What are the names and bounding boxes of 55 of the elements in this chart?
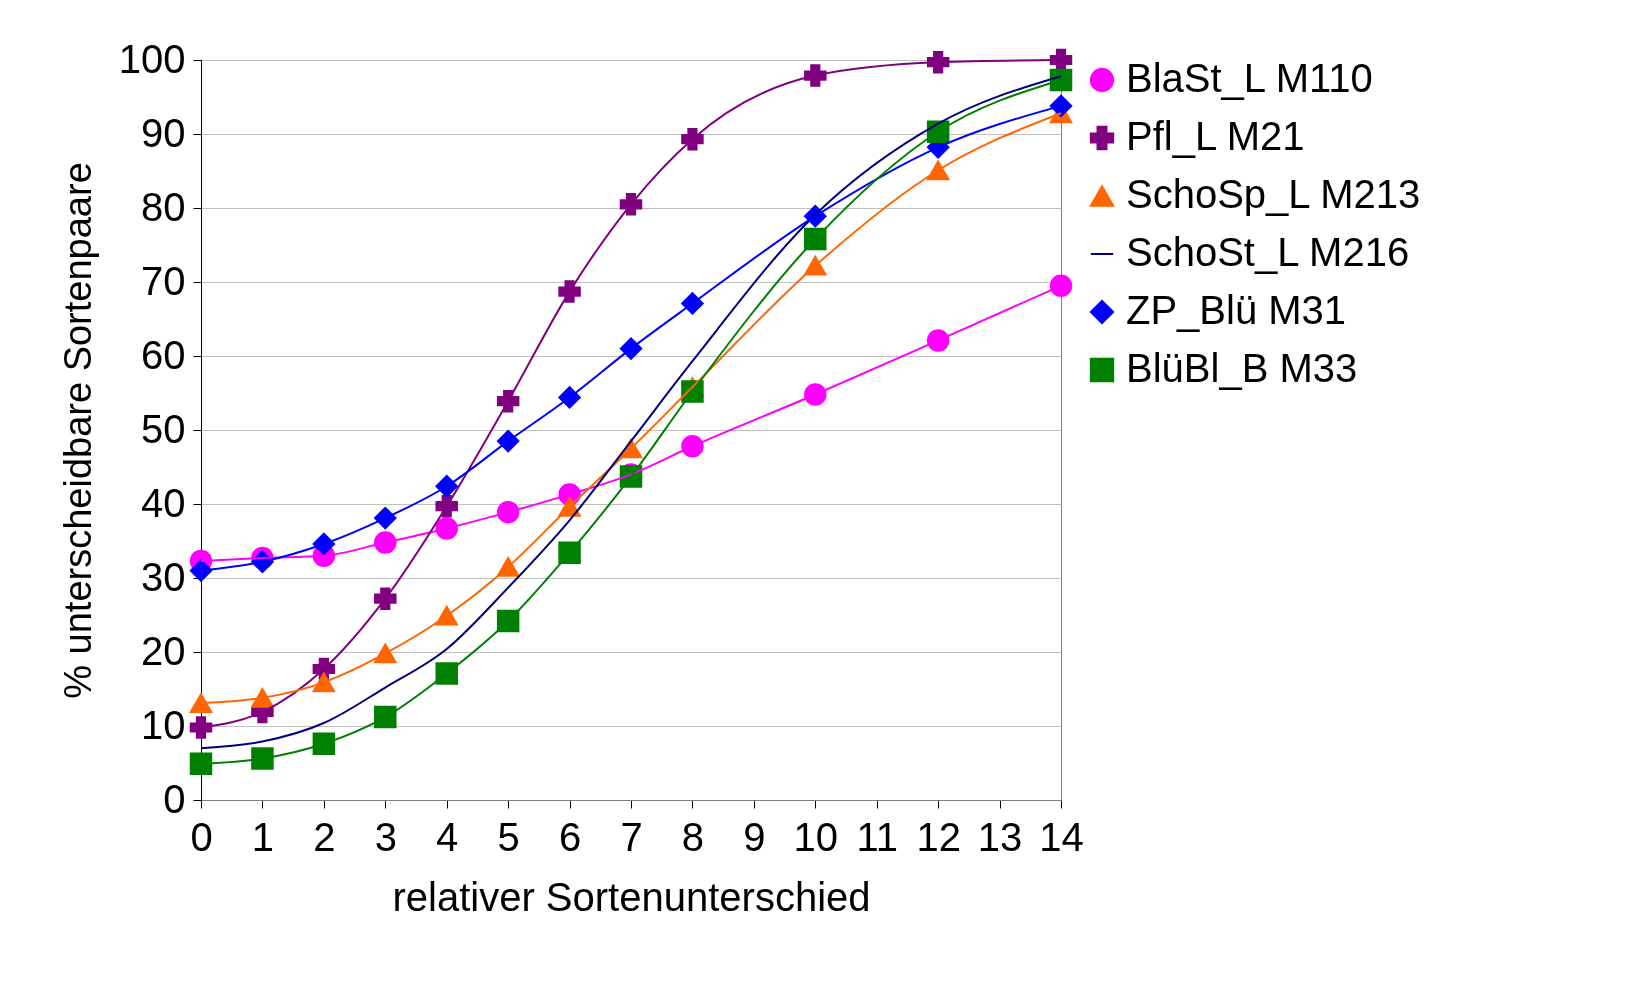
point (435, 662, 458, 685)
legend-label: BlaSt_L M110 (1126, 56, 1373, 100)
legend-label: SchoSp_L M213 (1126, 172, 1421, 216)
x-tick-label: 9 (743, 814, 766, 859)
y-tick-label: 20 (141, 628, 186, 673)
y-tick-label: 0 (163, 776, 186, 821)
point (251, 747, 274, 770)
x-tick-label: 8 (681, 814, 705, 859)
legend-label: ZP_Blü M31 (1126, 288, 1347, 332)
y-tick-label: 30 (141, 554, 186, 599)
y-tick-label: 50 (141, 406, 186, 451)
legend-label: BlüBl_B M33 (1126, 346, 1358, 390)
x-tick-label: 3 (374, 814, 397, 859)
y-axis-title: % unterscheidbare Sortenpaare (56, 162, 99, 699)
point (804, 64, 827, 87)
x-tick-label: 4 (436, 814, 459, 859)
point (619, 193, 643, 216)
point (435, 517, 458, 540)
legend-label: SchoSt_L M216 (1126, 230, 1410, 274)
x-tick-label: 12 (916, 814, 961, 859)
point (374, 587, 397, 610)
x-tick-label: 6 (558, 814, 582, 859)
x-tick-label: 1 (251, 814, 275, 859)
point (189, 716, 213, 739)
point (374, 705, 397, 729)
point (189, 559, 213, 582)
point (435, 605, 458, 626)
y-tick-label: 100 (118, 36, 186, 81)
x-tick-label: 10 (793, 814, 839, 859)
y-tick-label: 60 (141, 332, 186, 377)
point (926, 329, 950, 352)
x-axis-title: relativer Sortenunterschied (392, 874, 871, 919)
x-tick-label: 2 (313, 814, 336, 859)
point (1049, 274, 1073, 297)
point (681, 127, 704, 151)
x-tick-label: 14 (1039, 814, 1084, 859)
point (435, 474, 458, 498)
point (189, 752, 213, 775)
legend-label: Pfl_L M21 (1126, 114, 1305, 158)
x-tick-label: 13 (977, 814, 1023, 859)
y-tick-label: 70 (141, 258, 186, 303)
point (374, 531, 397, 554)
y-tick-label: 10 (141, 702, 186, 747)
y-tick-label: 80 (141, 184, 186, 229)
point (681, 435, 704, 458)
point (189, 693, 213, 713)
point (558, 280, 581, 303)
x-tick-label: 5 (497, 814, 520, 859)
x-tick-label: 7 (620, 814, 643, 859)
y-tick-label: 90 (141, 110, 186, 155)
y-tick-label: 40 (141, 480, 186, 525)
point (804, 383, 827, 406)
point (619, 337, 643, 360)
point (251, 688, 274, 708)
x-tick-label: 11 (856, 814, 898, 859)
